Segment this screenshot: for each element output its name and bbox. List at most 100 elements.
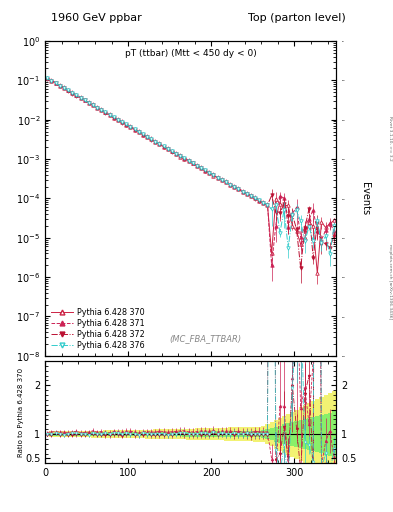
Bar [270, 422, 274, 446]
Bar [186, 429, 191, 440]
Bar [62, 433, 66, 436]
Bar [323, 414, 328, 455]
Bar [236, 431, 241, 437]
Bar [215, 431, 220, 437]
Bar [257, 431, 261, 437]
Bar [174, 432, 178, 436]
Bar [232, 428, 236, 441]
Bar [332, 391, 336, 477]
Bar [261, 430, 265, 438]
Bar [220, 431, 224, 437]
Bar [162, 429, 166, 439]
Bar [236, 427, 241, 441]
Bar [286, 423, 290, 445]
Bar [70, 431, 74, 437]
Bar [74, 433, 79, 436]
Bar [323, 395, 328, 473]
Bar [307, 418, 311, 450]
Text: (MC_FBA_TTBAR): (MC_FBA_TTBAR) [169, 334, 241, 343]
Bar [128, 432, 132, 436]
Bar [315, 399, 320, 469]
Bar [274, 420, 278, 449]
Bar [141, 432, 145, 436]
Bar [141, 430, 145, 438]
Bar [315, 416, 320, 453]
Bar [294, 421, 299, 447]
Bar [83, 431, 87, 437]
Bar [320, 397, 323, 471]
Bar [178, 432, 182, 437]
Bar [278, 418, 282, 451]
Bar [249, 431, 253, 437]
Bar [112, 431, 116, 438]
Bar [328, 413, 332, 456]
Bar [178, 429, 182, 439]
Bar [58, 433, 62, 436]
Bar [265, 424, 270, 444]
Bar [191, 432, 195, 437]
Bar [157, 430, 162, 439]
Text: Rivet 3.1.10, >= 3.2: Rivet 3.1.10, >= 3.2 [388, 116, 392, 161]
Bar [261, 426, 265, 442]
Bar [166, 432, 170, 436]
Bar [66, 431, 70, 437]
Bar [278, 425, 282, 443]
Bar [162, 432, 166, 436]
Bar [153, 432, 157, 436]
Bar [58, 431, 62, 437]
Bar [132, 430, 137, 438]
Bar [79, 433, 83, 436]
Text: 1960 GeV ppbar: 1960 GeV ppbar [51, 13, 142, 23]
Bar [307, 403, 311, 465]
Bar [290, 412, 294, 457]
Bar [186, 432, 191, 437]
Bar [66, 433, 70, 436]
Bar [253, 426, 257, 441]
Bar [170, 432, 174, 436]
Bar [228, 428, 232, 441]
Bar [112, 432, 116, 436]
Bar [207, 432, 211, 437]
Bar [116, 432, 120, 436]
Bar [120, 432, 124, 436]
Bar [207, 428, 211, 440]
Bar [282, 424, 286, 444]
Bar [328, 393, 332, 475]
Bar [91, 431, 95, 438]
Bar [199, 432, 203, 437]
Bar [294, 410, 299, 459]
Bar [170, 429, 174, 439]
Bar [244, 431, 249, 437]
Bar [53, 433, 58, 436]
Bar [182, 432, 186, 437]
Bar [62, 431, 66, 437]
Bar [120, 430, 124, 438]
Bar [244, 427, 249, 441]
Bar [332, 412, 336, 457]
Bar [124, 430, 128, 438]
Bar [265, 429, 270, 439]
Bar [137, 430, 141, 438]
Legend: Pythia 6.428 370, Pythia 6.428 371, Pythia 6.428 372, Pythia 6.428 376: Pythia 6.428 370, Pythia 6.428 371, Pyth… [49, 307, 147, 352]
Bar [290, 422, 294, 446]
Bar [132, 432, 137, 436]
Bar [137, 432, 141, 436]
Text: mcplots.cern.ch [arXiv:1306.3436]: mcplots.cern.ch [arXiv:1306.3436] [388, 244, 392, 319]
Bar [95, 433, 99, 436]
Bar [74, 431, 79, 437]
Bar [274, 426, 278, 441]
Bar [149, 432, 153, 436]
Bar [174, 429, 178, 439]
Bar [95, 431, 99, 438]
Bar [116, 430, 120, 438]
Bar [215, 428, 220, 440]
Bar [224, 431, 228, 437]
Bar [282, 416, 286, 453]
Bar [220, 428, 224, 440]
Bar [232, 431, 236, 437]
Bar [99, 431, 103, 438]
Bar [91, 433, 95, 436]
Bar [249, 427, 253, 441]
Bar [241, 431, 244, 437]
Bar [253, 431, 257, 437]
